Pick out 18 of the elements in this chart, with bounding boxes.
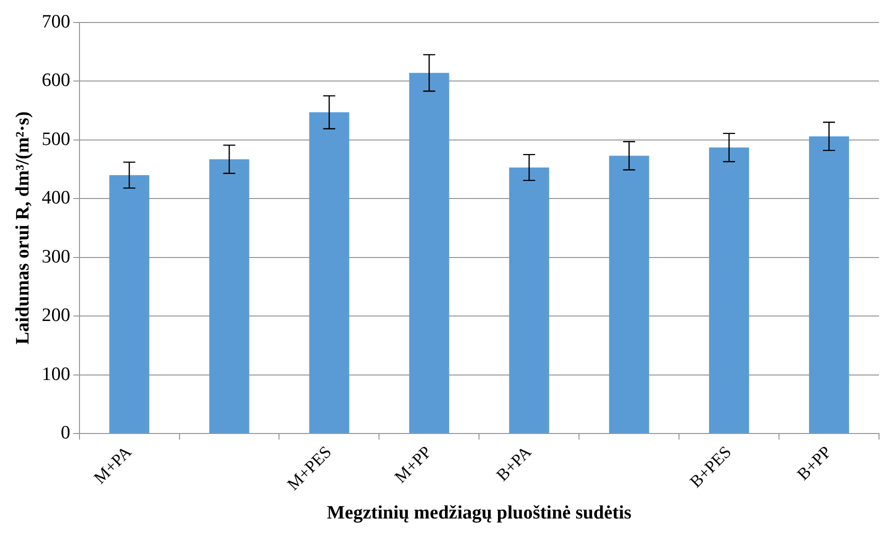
- bar: [609, 156, 650, 434]
- y-axis-title: Laidumas orui R, dm³/(m²·s): [12, 111, 34, 345]
- bar: [509, 167, 550, 434]
- y-tick-label: 200: [42, 305, 70, 326]
- x-axis-title: Megztinių medžiagų pluoštinė sudėtis: [326, 502, 632, 524]
- bar: [109, 175, 150, 434]
- y-tick-label: 500: [42, 128, 70, 150]
- y-tick-label: 100: [42, 364, 70, 385]
- y-tick-label: 300: [42, 246, 70, 268]
- y-tick-label: 400: [42, 188, 70, 209]
- y-tick-label: 700: [42, 11, 70, 32]
- bar: [709, 148, 750, 434]
- bar: [309, 112, 350, 434]
- y-tick-label: 600: [42, 70, 70, 92]
- bar: [809, 136, 850, 434]
- bar: [209, 159, 250, 434]
- bar: [409, 72, 450, 434]
- y-tick-label: 0: [60, 422, 70, 444]
